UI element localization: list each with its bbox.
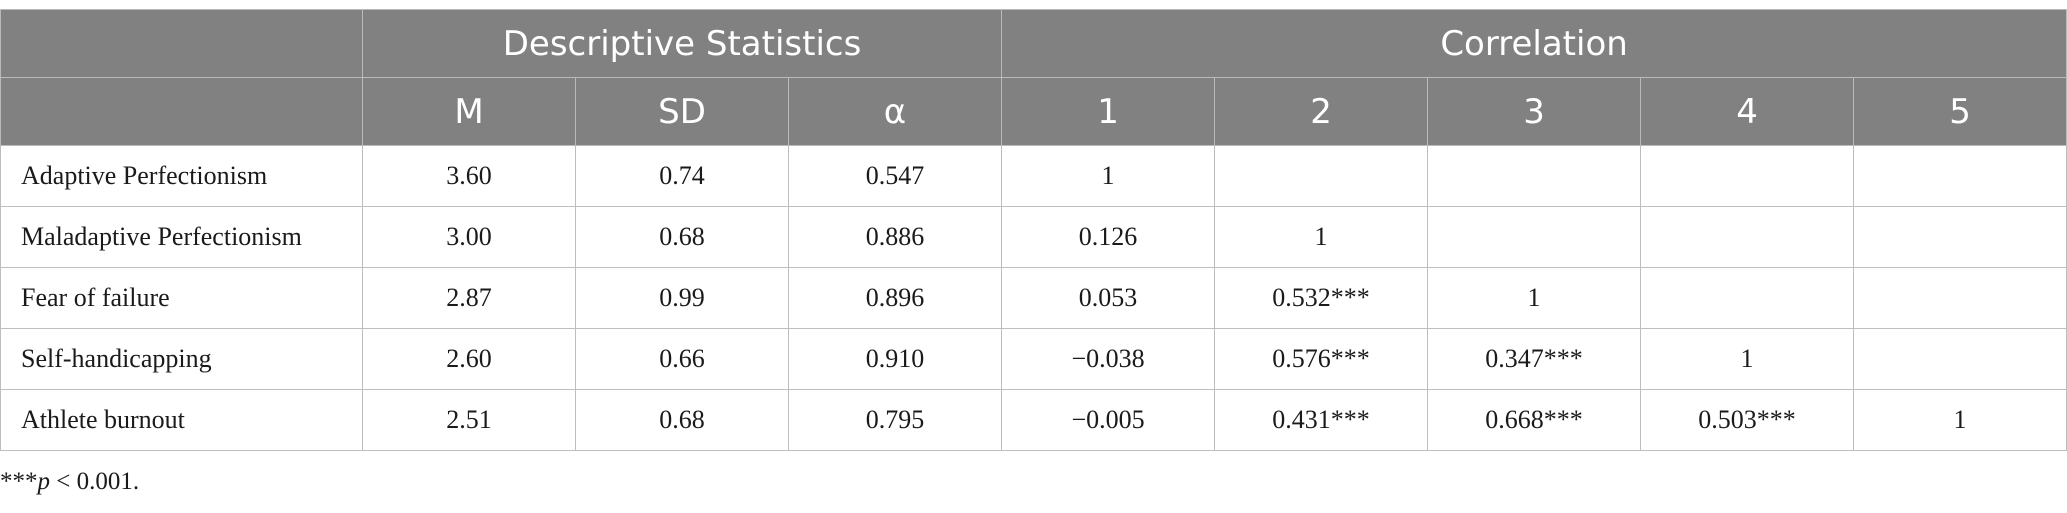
table-cell xyxy=(1853,206,2067,268)
table-cell: 0.503*** xyxy=(1640,389,1855,451)
table-cell: 0.431*** xyxy=(1214,389,1429,451)
table-cell: 3.00 xyxy=(362,206,576,268)
table-cell: 0.68 xyxy=(575,389,789,451)
table-cell: 0.668*** xyxy=(1427,389,1642,451)
table-row: Self-handicapping 2.60 0.66 0.910 −0.038… xyxy=(0,328,2067,390)
header-correlation: Correlation xyxy=(1001,9,2067,78)
table-cell: 1 xyxy=(1001,145,1216,207)
table-cell xyxy=(1640,145,1855,207)
table-cell: 0.896 xyxy=(787,267,1003,329)
table-cell xyxy=(1427,145,1642,207)
header-row-columns: M SD α 1 2 3 4 5 xyxy=(0,77,2067,146)
header-col-1: 1 xyxy=(1001,77,1216,146)
footnote-p: p xyxy=(37,468,51,495)
table-row: Fear of failure 2.87 0.99 0.896 0.053 0.… xyxy=(0,267,2067,329)
header-empty-cell xyxy=(0,77,363,146)
correlation-table: Descriptive Statistics Correlation M SD … xyxy=(0,9,2067,451)
table-cell: 1 xyxy=(1640,328,1855,390)
table-footnote: ***p < 0.001. xyxy=(0,468,139,496)
table-cell: 2.87 xyxy=(362,267,576,329)
table-cell: 0.74 xyxy=(575,145,789,207)
table-cell: 0.795 xyxy=(787,389,1003,451)
table-row: Maladaptive Perfectionism 3.00 0.68 0.88… xyxy=(0,206,2067,268)
row-label: Athlete burnout xyxy=(0,389,363,451)
table-cell xyxy=(1640,206,1855,268)
table-wrapper: Descriptive Statistics Correlation M SD … xyxy=(0,9,2067,451)
header-row-groups: Descriptive Statistics Correlation xyxy=(0,9,2067,78)
table-cell xyxy=(1853,145,2067,207)
table-cell xyxy=(1853,328,2067,390)
row-label: Adaptive Perfectionism xyxy=(0,145,363,207)
table-cell: 0.910 xyxy=(787,328,1003,390)
table-row: Adaptive Perfectionism 3.60 0.74 0.547 1 xyxy=(0,145,2067,207)
table-cell: 0.886 xyxy=(787,206,1003,268)
table-cell: 0.68 xyxy=(575,206,789,268)
table-cell: 0.347*** xyxy=(1427,328,1642,390)
table-cell: 2.60 xyxy=(362,328,576,390)
header-descriptive-statistics: Descriptive Statistics xyxy=(361,9,1003,78)
table-cell xyxy=(1640,267,1855,329)
row-label: Self-handicapping xyxy=(0,328,363,390)
table-cell xyxy=(1427,206,1642,268)
table-cell: −0.038 xyxy=(1001,328,1216,390)
header-col-m: M xyxy=(362,77,576,146)
table-cell: 0.532*** xyxy=(1214,267,1429,329)
table-cell: 0.576*** xyxy=(1214,328,1429,390)
table-cell xyxy=(1853,267,2067,329)
table-cell: 0.547 xyxy=(787,145,1003,207)
header-col-5: 5 xyxy=(1853,77,2067,146)
header-col-alpha: α xyxy=(787,77,1003,146)
row-label: Maladaptive Perfectionism xyxy=(0,206,363,268)
header-col-sd: SD xyxy=(575,77,789,146)
table-cell: 0.126 xyxy=(1001,206,1216,268)
table-cell: 0.053 xyxy=(1001,267,1216,329)
header-col-2: 2 xyxy=(1214,77,1429,146)
table-cell xyxy=(1214,145,1429,207)
table-cell: 1 xyxy=(1214,206,1429,268)
table-cell: 0.99 xyxy=(575,267,789,329)
table-cell: 1 xyxy=(1427,267,1642,329)
table-cell: 2.51 xyxy=(362,389,576,451)
header-empty-cell xyxy=(0,9,363,78)
table-cell: 1 xyxy=(1853,389,2067,451)
header-col-3: 3 xyxy=(1427,77,1642,146)
footnote-stars: *** xyxy=(0,468,38,495)
header-col-4: 4 xyxy=(1640,77,1855,146)
table-cell: −0.005 xyxy=(1001,389,1216,451)
row-label: Fear of failure xyxy=(0,267,363,329)
table-cell: 0.66 xyxy=(575,328,789,390)
footnote-text: < 0.001. xyxy=(50,468,140,495)
table-row: Athlete burnout 2.51 0.68 0.795 −0.005 0… xyxy=(0,389,2067,451)
table-cell: 3.60 xyxy=(362,145,576,207)
